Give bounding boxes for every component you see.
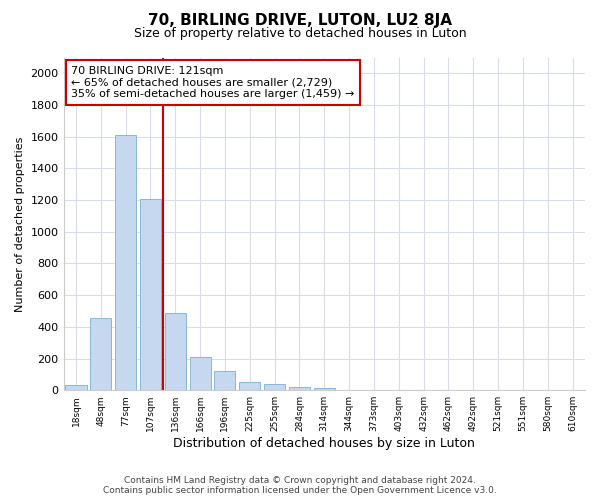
Bar — [90, 318, 112, 390]
Text: Contains HM Land Registry data © Crown copyright and database right 2024.
Contai: Contains HM Land Registry data © Crown c… — [103, 476, 497, 495]
Text: 70, BIRLING DRIVE, LUTON, LU2 8JA: 70, BIRLING DRIVE, LUTON, LU2 8JA — [148, 12, 452, 28]
Text: 70 BIRLING DRIVE: 121sqm
← 65% of detached houses are smaller (2,729)
35% of sem: 70 BIRLING DRIVE: 121sqm ← 65% of detach… — [71, 66, 355, 99]
Bar — [140, 200, 161, 390]
Bar — [165, 312, 186, 390]
Bar — [289, 386, 310, 390]
Bar — [65, 384, 86, 390]
Bar — [190, 357, 211, 390]
Text: Size of property relative to detached houses in Luton: Size of property relative to detached ho… — [134, 28, 466, 40]
Bar — [115, 135, 136, 390]
Bar — [314, 388, 335, 390]
Bar — [214, 371, 235, 390]
X-axis label: Distribution of detached houses by size in Luton: Distribution of detached houses by size … — [173, 437, 475, 450]
Y-axis label: Number of detached properties: Number of detached properties — [15, 136, 25, 312]
Bar — [239, 382, 260, 390]
Bar — [264, 384, 285, 390]
